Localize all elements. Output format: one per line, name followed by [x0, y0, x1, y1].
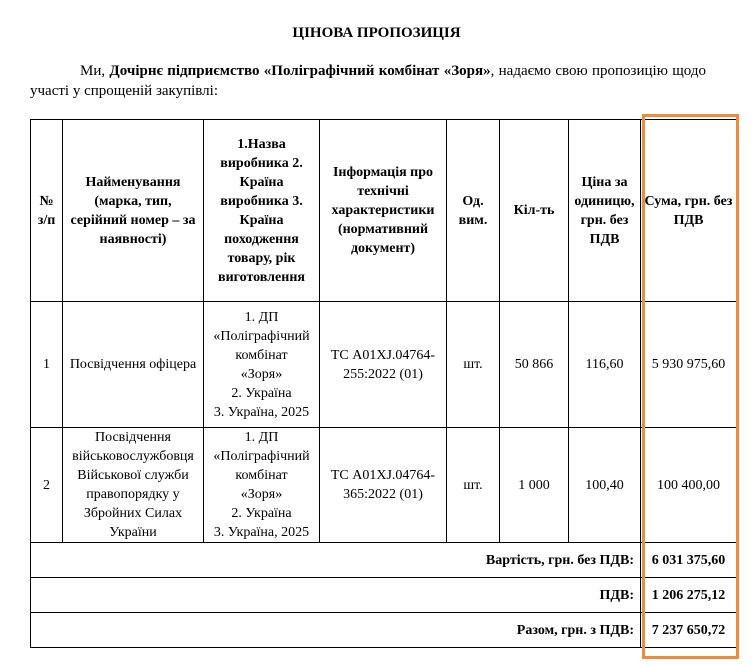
table-row: 2 Посвідчення військовослужбовця Військо… — [30, 427, 737, 543]
mfr-line: комбінат — [235, 468, 288, 483]
header-spec: Інформація про технічні характеристики (… — [319, 119, 447, 302]
mfr-line: «Поліграфічний — [213, 449, 310, 464]
total-label: Разом, грн. з ПДВ: — [30, 612, 641, 648]
intro-prefix: Ми, — [80, 63, 110, 79]
header-num: № з/п — [30, 119, 63, 302]
header-unit: Од. вим. — [446, 119, 500, 302]
row-qty: 50 866 — [499, 301, 569, 428]
mfr-line: 3. Україна, 2025 — [213, 525, 310, 540]
row-spec: ТС A01XJ.04764-365:2022 (01) — [319, 427, 447, 543]
mfr-line: «Поліграфічний — [213, 328, 310, 344]
row-spec: ТС A01XJ.04764-255:2022 (01) — [319, 301, 447, 428]
total-row-without-vat: Вартість, грн. без ПДВ: 6 031 375,60 — [30, 542, 737, 578]
mfr-line: комбінат — [235, 347, 288, 363]
row-unit: шт. — [446, 427, 500, 543]
intro-suffix: , надаємо свою пропозицію щодо участі у … — [30, 63, 706, 99]
row-unit: шт. — [446, 301, 500, 428]
row-price: 100,40 — [568, 427, 641, 543]
mfr-line: 1. ДП — [244, 430, 279, 445]
mfr-line: «Зоря» — [240, 366, 283, 382]
company-name: Дочірнє підприємство «Поліграфічний комб… — [109, 63, 491, 79]
header-name: Найменування (марка, тип, серійний номер… — [62, 119, 204, 302]
row-price: 116,60 — [568, 301, 641, 428]
table-row: 1 Посвідчення офіцера 1. ДП «Поліграфічн… — [30, 301, 737, 428]
total-row-vat: ПДВ: 1 206 275,12 — [30, 577, 737, 613]
row-num: 2 — [30, 427, 63, 543]
row-sum: 100 400,00 — [640, 427, 737, 543]
row-name: Посвідчення офіцера — [62, 301, 204, 428]
row-qty: 1 000 — [499, 427, 569, 543]
row-sum: 5 930 975,60 — [640, 301, 737, 428]
header-row: № з/п Найменування (марка, тип, серійний… — [30, 119, 737, 302]
row-manufacturer: 1. ДП «Поліграфічний комбінат «Зоря» 2. … — [203, 301, 320, 428]
total-value: 7 237 650,72 — [640, 612, 737, 648]
mfr-line: 3. Україна, 2025 — [213, 404, 310, 420]
header-price: Ціна за одиницю, грн. без ПДВ — [568, 119, 641, 302]
mfr-line: 2. Україна — [231, 385, 292, 401]
row-num: 1 — [30, 301, 63, 428]
row-manufacturer: 1. ДП «Поліграфічний комбінат «Зоря» 2. … — [203, 427, 320, 543]
header-sum: Сума, грн. без ПДВ — [640, 119, 737, 302]
total-row-with-vat: Разом, грн. з ПДВ: 7 237 650,72 — [30, 612, 737, 648]
header-manufacturer: 1.Назва виробника 2. Країна виробника 3.… — [203, 119, 320, 302]
header-qty: Кіл-ть — [499, 119, 569, 302]
row-name: Посвідчення військовослужбовця Військово… — [62, 427, 204, 543]
total-label: Вартість, грн. без ПДВ: — [30, 542, 641, 578]
total-value: 6 031 375,60 — [640, 542, 737, 578]
page-title: ЦІНОВА ПРОПОЗИЦІЯ — [292, 25, 461, 41]
total-value: 1 206 275,12 — [640, 577, 737, 613]
mfr-line: 1. ДП — [244, 309, 279, 325]
mfr-line: 2. Україна — [231, 506, 292, 521]
intro-paragraph: Ми, Дочірнє підприємство «Поліграфічний … — [30, 61, 706, 101]
mfr-line: «Зоря» — [240, 487, 283, 502]
price-table: № з/п Найменування (марка, тип, серійний… — [30, 119, 737, 648]
total-label: ПДВ: — [30, 577, 641, 613]
